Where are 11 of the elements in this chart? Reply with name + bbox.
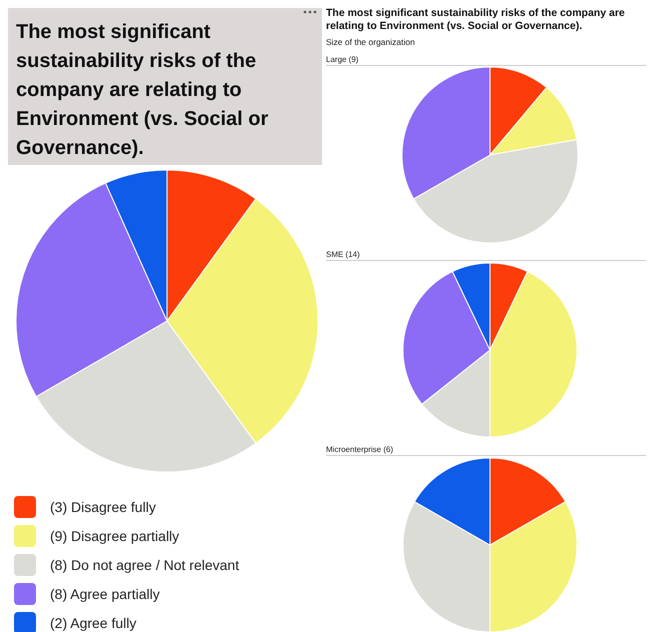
chart-title: Microenterprise (6)	[326, 445, 646, 456]
chart-title: SME (14)	[326, 250, 646, 261]
legend-label: (3) Disagree fully	[50, 498, 156, 514]
legend-label: (8) Do not agree / Not relevant	[50, 556, 240, 572]
legend-label: (2) Agree fully	[50, 614, 136, 630]
legend-label: (9) Disagree partially	[50, 528, 180, 544]
text: Large (9)	[326, 55, 646, 66]
chart-title: The most significant sustainability risks of the company are relating to Environment (vs. Social or Governance).	[326, 7, 626, 33]
chart-subtitle: Size of the organization	[326, 37, 416, 47]
chart-title: The most significant sustainability risks of the company are relating to Environment (vs. Social or Governance).	[16, 20, 270, 161]
legend-label: (8) Agree partially	[50, 586, 160, 602]
